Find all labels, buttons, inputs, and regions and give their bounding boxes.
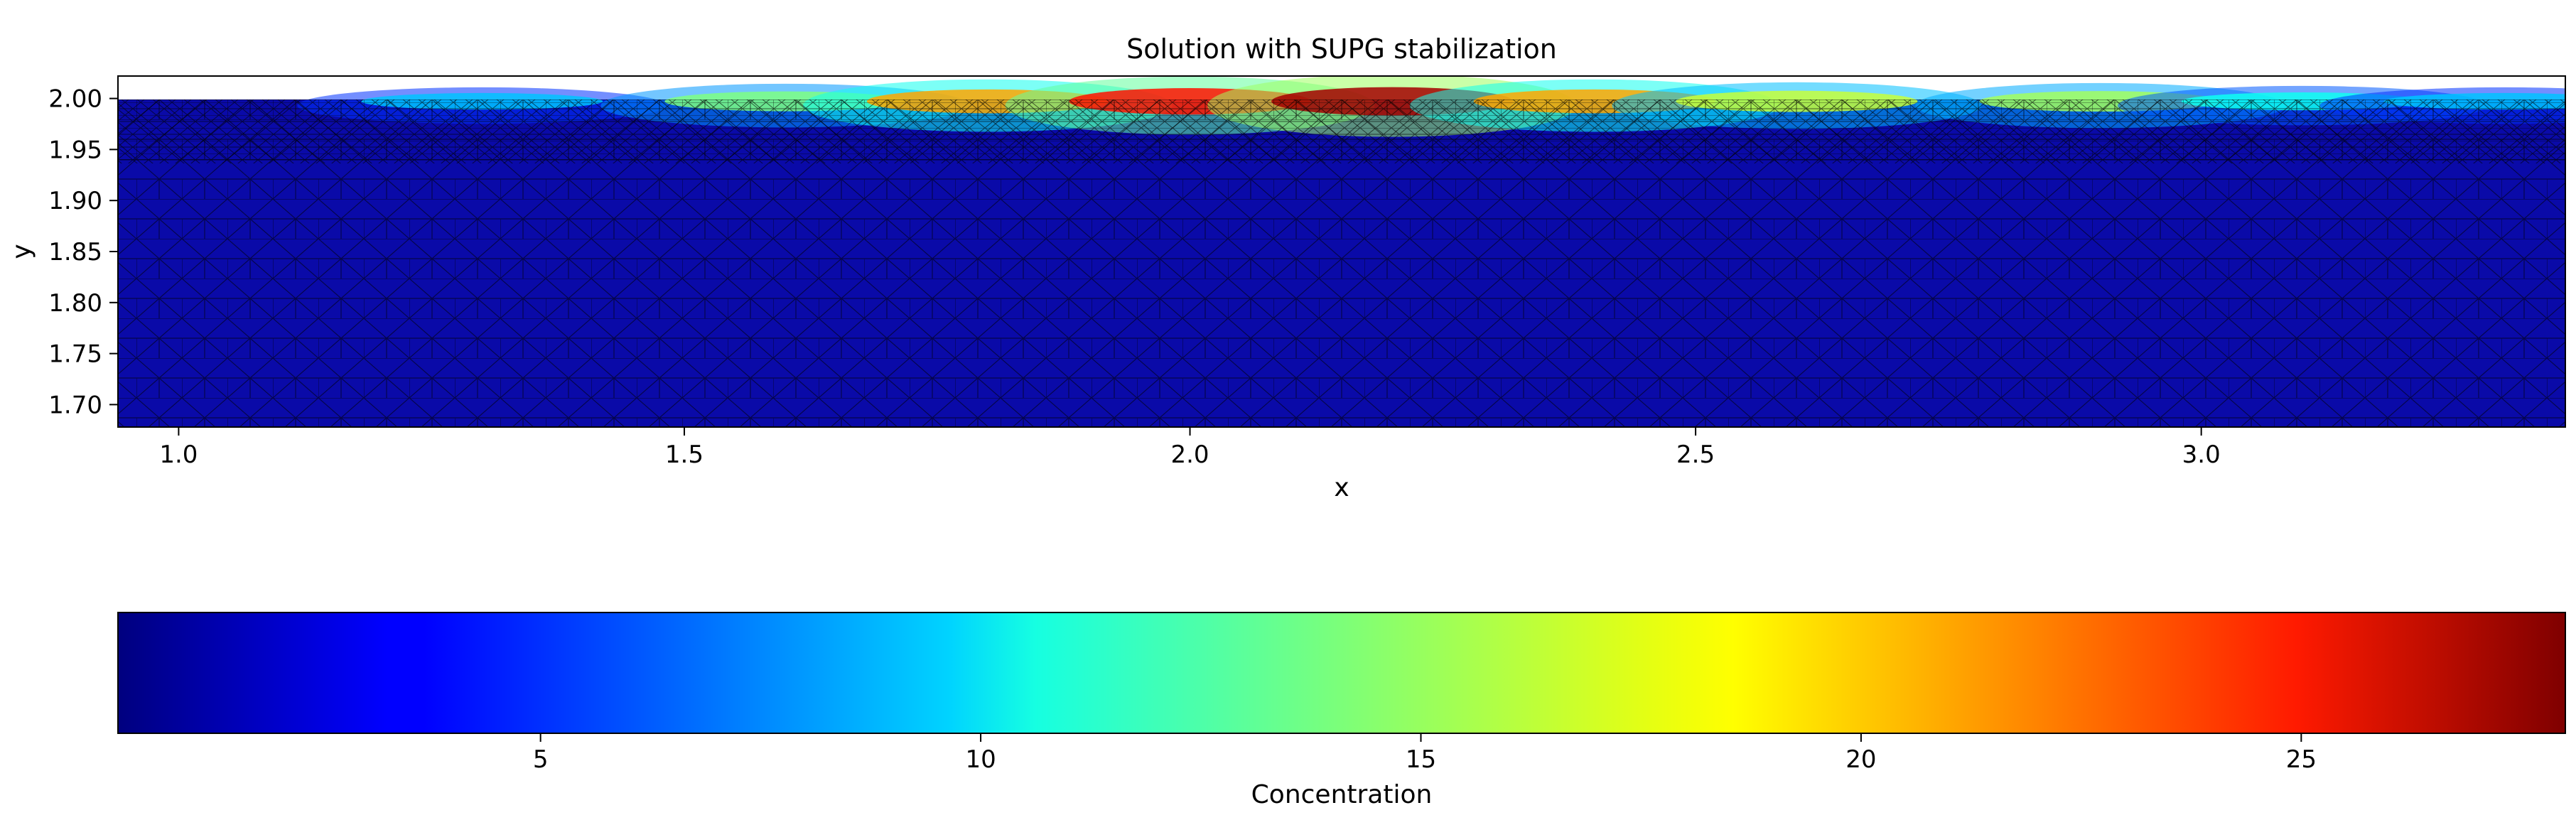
x-tick-label: 1.0 [159,441,198,469]
x-tick-label: 1.5 [665,441,704,469]
x-axis-label: x [1334,473,1349,502]
colorbar-tick-label: 15 [1406,745,1436,774]
x-tick-label: 3.0 [2182,441,2221,469]
y-axis-label: y [7,244,36,259]
colorbar-tick-label: 10 [965,745,996,774]
chart-title: Solution with SUPG stabilization [1126,33,1557,65]
y-tick-label: 1.90 [48,187,102,215]
plot-area [118,76,2565,427]
x-tick-label: 2.5 [1676,441,1715,469]
colorbar-tick-label: 5 [533,745,549,774]
colorbar [117,612,2566,734]
colorbar-tick-label: 20 [1845,745,1876,774]
colorbar-ticks: 5 10 15 20 25 [533,733,2317,774]
mesh-fine [118,99,2565,163]
y-axis-ticks: 2.00 1.95 1.90 1.85 1.80 1.75 1.70 [48,85,118,419]
y-tick-label: 1.85 [48,238,102,266]
y-tick-label: 1.80 [48,289,102,318]
y-tick-label: 1.75 [48,340,102,369]
x-axis-ticks: 1.0 1.5 2.0 2.5 3.0 [159,427,2221,469]
colorbar-label: Concentration [1251,780,1433,809]
y-tick-label: 1.95 [48,136,102,164]
x-tick-label: 2.0 [1170,441,1209,469]
y-tick-label: 1.70 [48,391,102,419]
colorbar-tick-label: 25 [2286,745,2317,774]
y-tick-label: 2.00 [48,85,102,114]
